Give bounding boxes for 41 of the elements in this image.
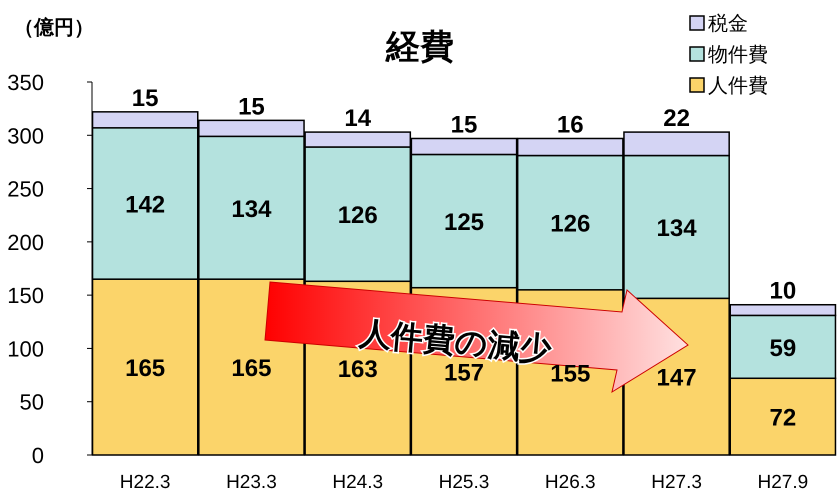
labels-物件費: 134 (231, 196, 272, 223)
x-tick-label: H24.3 (332, 472, 384, 493)
x-tick-label: H27.9 (758, 472, 808, 493)
y-tick-label: 200 (7, 230, 44, 255)
labels-税金: 15 (450, 111, 478, 138)
labels-税金: 14 (344, 105, 372, 132)
labels-人件費: 157 (444, 359, 484, 386)
y-tick-label: 0 (32, 443, 44, 468)
labels-税金: 22 (663, 105, 690, 132)
y-tick-label: 350 (7, 70, 44, 95)
x-tick-label: H26.3 (544, 472, 596, 493)
y-axis-title: （億円） (14, 16, 94, 39)
legend-label: 人件費 (708, 75, 768, 97)
y-tick-label: 250 (7, 176, 44, 202)
chart-title: 経費 (385, 28, 454, 66)
labels-人件費: 147 (656, 364, 697, 392)
x-tick-label: H23.3 (226, 472, 277, 493)
labels-人件費: 163 (338, 356, 378, 384)
y-tick-label: 100 (7, 336, 44, 362)
labels-人件費: 165 (231, 355, 272, 382)
labels-人件費: 165 (125, 355, 166, 382)
labels-税金: 15 (132, 84, 158, 112)
labels-物件費: 59 (770, 334, 796, 362)
labels-物件費: 126 (338, 202, 378, 230)
labels-税金: 15 (238, 93, 265, 120)
labels-人件費: 155 (550, 360, 590, 388)
labels-税金: 16 (556, 111, 584, 138)
legend-label: 物件費 (708, 44, 768, 66)
x-tick-label: H25.3 (438, 472, 490, 493)
y-tick-label: 300 (7, 123, 44, 148)
x-tick-label: H22.3 (120, 472, 170, 493)
labels-人件費: 72 (770, 404, 796, 432)
labels-物件費: 125 (444, 209, 484, 236)
y-tick-label: 150 (7, 283, 44, 308)
labels-物件費: 126 (550, 210, 590, 238)
legend-label: 税金 (708, 13, 748, 35)
labels-物件費: 134 (656, 214, 697, 242)
labels-税金: 10 (770, 278, 796, 305)
labels-物件費: 142 (125, 192, 166, 218)
y-tick-label: 50 (20, 390, 44, 415)
x-tick-label: H27.3 (651, 472, 702, 493)
